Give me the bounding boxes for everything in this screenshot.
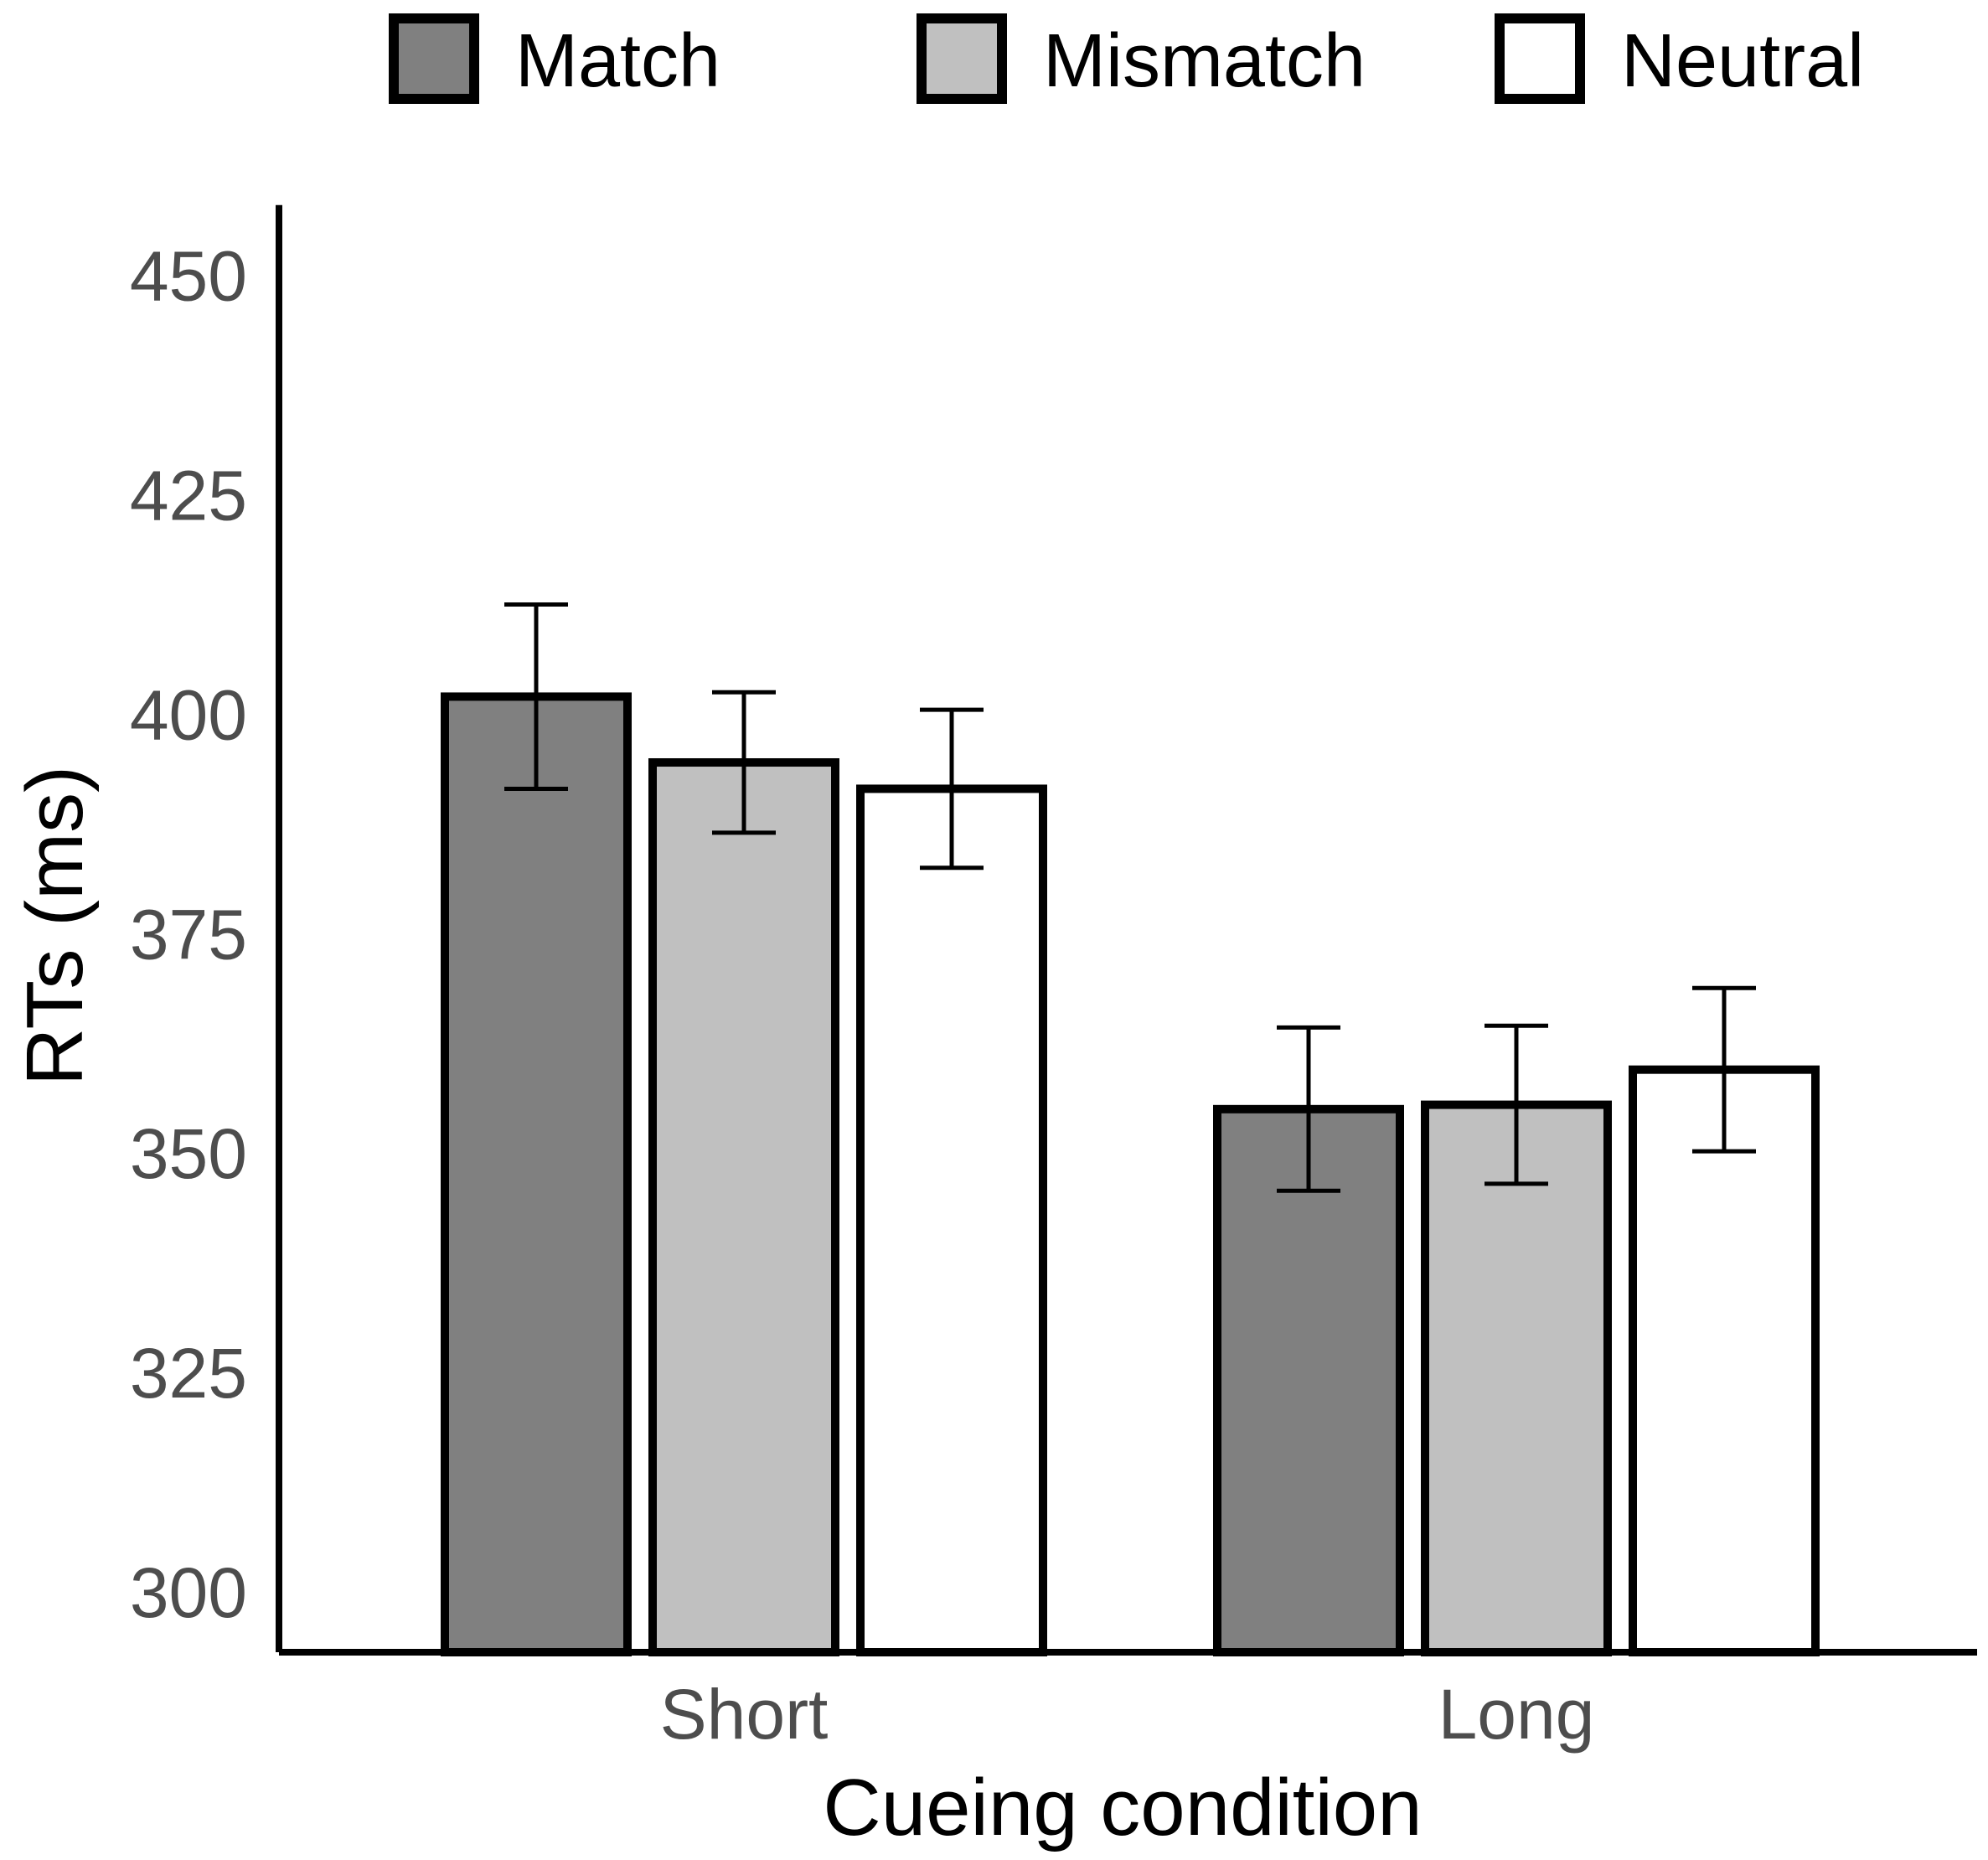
y-tick-label: 400 (130, 675, 247, 754)
y-axis: 300 325 350 375 400 425 450 (130, 204, 282, 1652)
legend-swatch (1495, 13, 1585, 104)
error-bar-mismatch-long (1485, 1023, 1548, 1186)
error-bar-match-long (1277, 1025, 1340, 1193)
bar-mismatch-long (1421, 1100, 1612, 1657)
bar-mismatch-short (648, 758, 839, 1657)
error-bar-match-short (504, 602, 568, 791)
y-axis-title: RTs (ms) (10, 766, 100, 1086)
x-tick-label: Short (660, 1675, 829, 1754)
error-bars (504, 602, 1756, 1193)
legend-label: Neutral (1621, 19, 1864, 103)
x-axis: Short Long (279, 1649, 1977, 1754)
y-tick-label: 425 (130, 457, 247, 535)
legend-swatch (917, 13, 1007, 104)
error-bar-neutral-short (920, 707, 984, 871)
bars (441, 692, 1820, 1657)
legend-item-mismatch: Mismatch (917, 13, 1366, 104)
legend-item-neutral: Neutral (1495, 13, 1864, 104)
y-tick-label: 300 (130, 1553, 247, 1632)
legend-label: Mismatch (1043, 19, 1366, 103)
bar-match-long (1213, 1104, 1404, 1656)
error-bar-mismatch-short (712, 690, 776, 835)
legend-label: Match (515, 19, 720, 103)
y-tick-label: 325 (130, 1334, 247, 1413)
legend-swatch (389, 13, 479, 104)
y-tick-label: 350 (130, 1114, 247, 1193)
y-tick-label: 450 (130, 237, 247, 316)
x-axis-title: Cueing condition (823, 1763, 1422, 1852)
bar-neutral-long (1629, 1065, 1820, 1656)
x-tick-label: Long (1438, 1675, 1595, 1754)
error-bar-neutral-long (1692, 985, 1756, 1154)
legend: Match Mismatch Neutral (389, 13, 1864, 104)
bar-neutral-short (856, 784, 1047, 1656)
y-tick-label: 375 (130, 895, 247, 974)
bar-match-short (441, 692, 632, 1656)
legend-item-match: Match (389, 13, 720, 104)
